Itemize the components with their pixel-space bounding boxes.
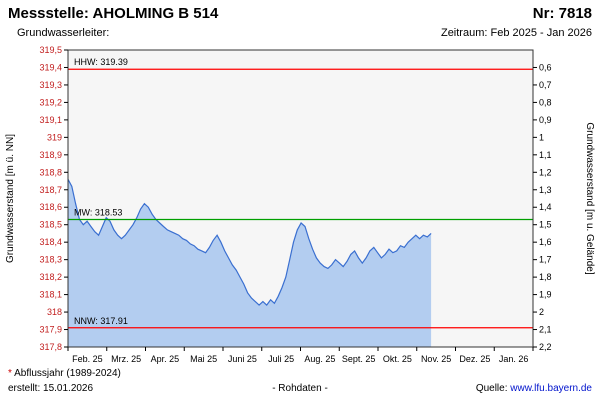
left-axis-title: Grundwasserstand [m ü. NN] [5,134,16,263]
x-tick-label: Mai 25 [190,354,217,364]
y-left-tick-label: 319,2 [39,97,62,107]
y-right-tick-label: 1,4 [539,202,552,212]
hhw-label: HHW: 319.39 [74,57,128,67]
groundwater-area [68,179,432,347]
y-right-tick-label: 1,7 [539,255,552,265]
y-right-tick-label: 1,2 [539,167,552,177]
y-left-tick-label: 318,8 [39,167,62,177]
y-left-tick-label: 319 [47,132,62,142]
y-left-tick-label: 318,4 [39,237,62,247]
x-tick-label: Nov. 25 [421,354,451,364]
created-date: erstellt: 15.01.2026 [8,383,94,394]
station-number: Nr: 7818 [532,5,592,22]
footnote-asterisk: * [8,368,12,379]
y-right-tick-label: 1 [539,132,544,142]
y-right-tick-label: 0,7 [539,80,552,90]
y-left-tick-label: 318,6 [39,202,62,212]
y-right-tick-label: 0,8 [539,97,552,107]
x-tick-label: Juli 25 [268,354,294,364]
footnote-text: Abflussjahr (1989-2024) [11,368,121,379]
y-right-tick-label: 1,5 [539,220,552,230]
y-right-tick-label: 1,3 [539,185,552,195]
x-tick-label: Sept. 25 [342,354,376,364]
groundwater-line [67,179,432,306]
data-mode-label: - Rohdaten - [272,383,328,394]
mw-label: MW: 318.53 [74,207,122,217]
y-left-tick-label: 318,9 [39,150,62,160]
y-right-tick-label: 1,1 [539,150,552,160]
x-tick-label: Apr. 25 [151,354,180,364]
y-right-tick-label: 1,9 [539,290,552,300]
right-axis-title: Grundwasserstand [m u. Gelände] [584,122,595,275]
y-right-tick-label: 2,1 [539,325,552,335]
x-tick-label: Dez. 25 [459,354,490,364]
x-tick-label: Juni 25 [228,354,257,364]
y-left-tick-label: 318,1 [39,290,62,300]
y-left-tick-label: 318,5 [39,220,62,230]
source-link[interactable]: www.lfu.bayern.de [510,383,592,394]
y-left-tick-label: 318,7 [39,185,62,195]
y-left-tick-label: 317,9 [39,325,62,335]
station-title: Messstelle: AHOLMING B 514 [8,5,219,22]
y-left-tick-label: 318,3 [39,255,62,265]
aquifer-label: Grundwasserleiter: [17,27,110,39]
y-right-tick-label: 2,2 [539,342,552,352]
y-left-tick-label: 317,8 [39,342,62,352]
y-right-tick-label: 2 [539,307,544,317]
nnw-label: NNW: 317.91 [74,316,128,326]
y-right-tick-label: 1,6 [539,237,552,247]
x-tick-label: Jan. 26 [499,354,529,364]
source-label: Quelle: [475,383,511,394]
x-tick-label: Mrz. 25 [111,354,141,364]
period-label: Zeitraum: Feb 2025 - Jan 2026 [440,27,592,39]
y-left-tick-label: 319,1 [39,115,62,125]
source-line: Quelle: www.lfu.bayern.de [476,383,592,394]
x-tick-label: Feb. 25 [72,354,103,364]
footnote: * Abflussjahr (1989-2024) [8,368,121,379]
y-left-tick-label: 319,4 [39,62,62,72]
y-left-tick-label: 318 [47,307,62,317]
y-left-tick-label: 319,3 [39,80,62,90]
x-tick-label: Aug. 25 [304,354,335,364]
y-left-tick-label: 319,5 [39,45,62,55]
y-right-tick-label: 0,9 [539,115,552,125]
y-right-tick-label: 0,6 [539,62,552,72]
subtitle-bar: Grundwasserleiter: Zeitraum: Feb 2025 - … [17,27,592,39]
y-left-tick-label: 318,2 [39,272,62,282]
title-bar: Messstelle: AHOLMING B 514 Nr: 7818 [8,5,592,22]
x-tick-label: Okt. 25 [383,354,412,364]
y-right-tick-label: 1,8 [539,272,552,282]
